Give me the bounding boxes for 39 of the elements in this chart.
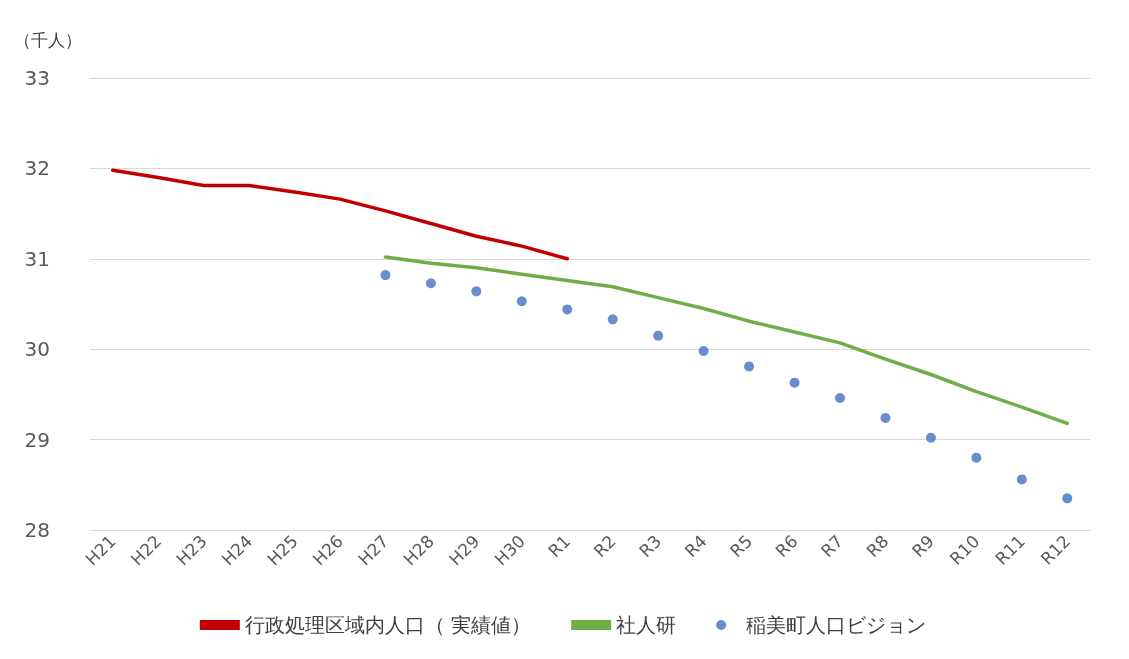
point [835,393,845,404]
y-axis-title: （千人） [14,29,82,50]
x-tick-label: R3 [635,530,666,562]
point [925,432,936,443]
x-tick-label: R6 [771,530,802,562]
y-tick-label: 28 [24,518,50,542]
legend-label: 稲美町人口ビジョン [746,613,927,637]
point [516,296,527,307]
x-tick-label: R11 [991,530,1029,569]
x-tick-label: R1 [544,530,575,562]
point [744,361,755,372]
point [471,286,482,297]
x-tick-label: R9 [907,530,938,562]
y-tick-label: 29 [24,427,50,452]
y-tick-label: 33 [24,66,50,90]
y-tick-label: 31 [24,246,50,271]
x-tick-label: R2 [589,530,620,562]
point [789,377,800,388]
point [653,330,664,341]
line-series [383,255,1070,426]
x-tick-label: R8 [862,530,893,562]
point [607,314,618,325]
point [562,304,573,315]
point [1062,493,1073,504]
point [698,346,709,357]
x-tick-label: H21 [81,530,120,570]
line-series [110,168,570,261]
point [1016,474,1027,485]
y-tick-label: 32 [24,156,50,181]
point [971,452,982,463]
point [380,270,391,281]
x-tick-label: R4 [680,530,711,562]
y-tick-label: 30 [24,337,50,362]
x-tick-label: R7 [816,530,848,562]
point [880,412,891,423]
legend-label: 社人研 [616,613,677,637]
x-tick-label: R5 [726,530,757,562]
point [425,278,436,289]
legend-label: 行政処理区域内人口（ 実績値） [244,613,532,637]
